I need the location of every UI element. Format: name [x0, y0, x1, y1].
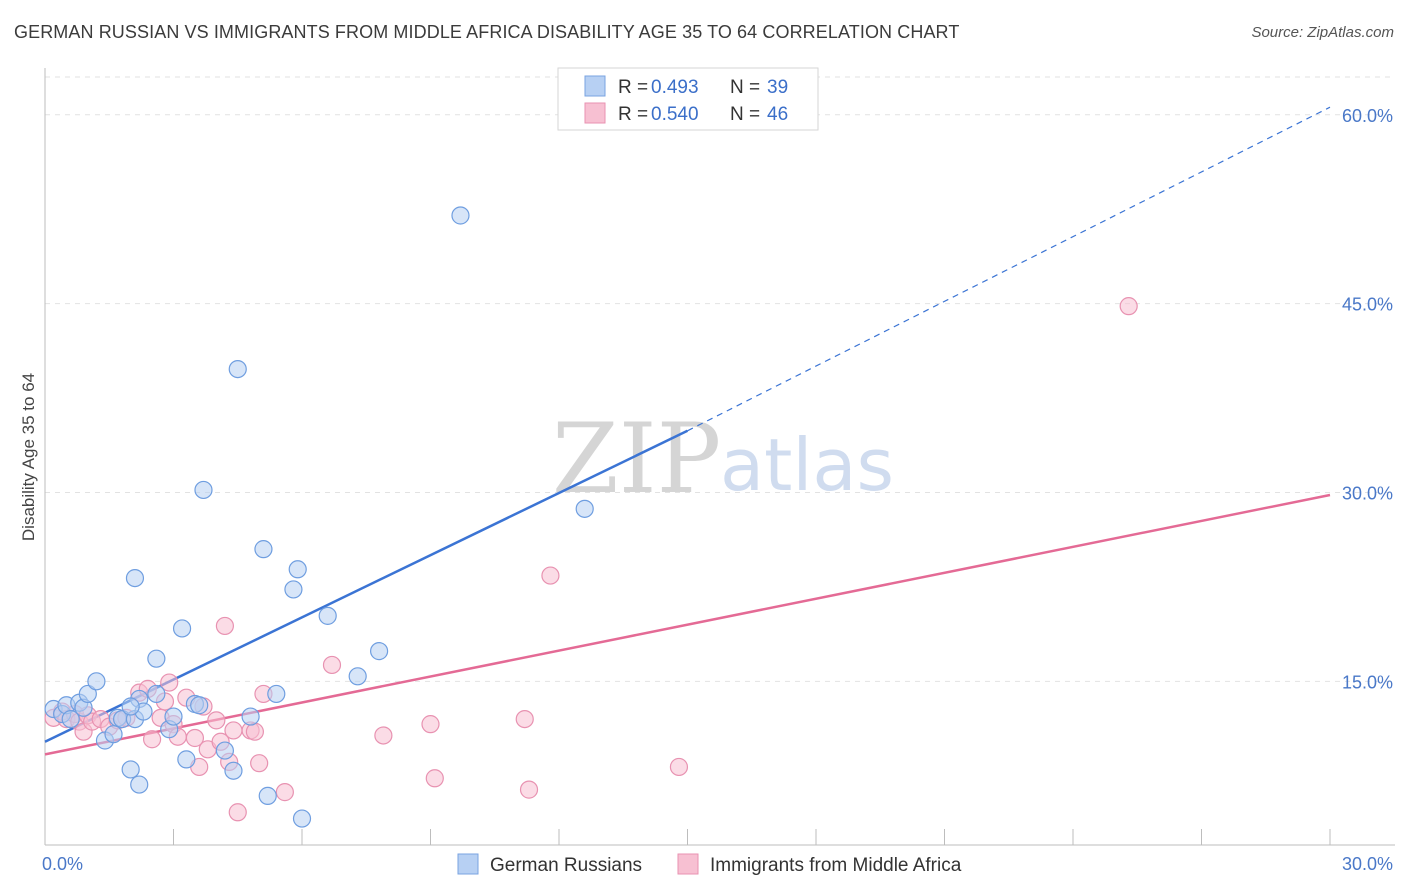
axes: 15.0% 30.0% 45.0% 60.0% 0.0% 30.0%: [42, 68, 1395, 874]
data-point-middle-africa: [224, 721, 243, 740]
x-tick-label: 0.0%: [42, 854, 83, 874]
legend-box: R = 0.493 N = 39 R = 0.540 N = 46: [557, 67, 819, 131]
chart-title: GERMAN RUSSIAN VS IMMIGRANTS FROM MIDDLE…: [14, 22, 960, 42]
data-point-german-russians: [241, 707, 260, 726]
data-point-german-russians: [172, 619, 192, 638]
data-point-german-russians: [190, 696, 209, 715]
legend-swatch-pink: [584, 102, 606, 124]
data-point-middle-africa: [142, 730, 162, 749]
data-point-german-russians: [318, 606, 337, 625]
data-point-german-russians: [370, 642, 389, 661]
y-tick-label: 30.0%: [1342, 483, 1393, 503]
y-tick-label: 15.0%: [1342, 672, 1393, 692]
data-point-german-russians: [224, 761, 243, 780]
data-point-middle-africa: [160, 673, 179, 692]
data-point-middle-africa: [541, 566, 560, 585]
data-point-middle-africa: [1119, 297, 1138, 316]
data-point-middle-africa: [519, 780, 539, 799]
data-point-german-russians: [292, 809, 312, 828]
legend-swatch-blue: [584, 75, 606, 97]
data-point-middle-africa: [185, 728, 205, 748]
data-point-middle-africa: [374, 726, 393, 745]
legend-r-value-pink: 0.540: [651, 104, 699, 125]
bottom-legend-swatch-blue: [457, 853, 479, 875]
data-point-german-russians: [104, 725, 123, 744]
data-point-middle-africa: [322, 655, 342, 675]
bottom-legend-label-pink: Immigrants from Middle Africa: [710, 855, 962, 876]
data-point-middle-africa: [250, 754, 269, 773]
data-point-german-russians: [125, 568, 145, 588]
bottom-legend: German Russians Immigrants from Middle A…: [457, 853, 962, 876]
data-point-german-russians: [78, 684, 97, 704]
data-point-middle-africa: [275, 783, 294, 802]
data-point-german-russians: [258, 786, 277, 805]
source-label: Source: ZipAtlas.com: [1251, 24, 1394, 41]
data-point-german-russians: [147, 684, 166, 704]
legend-r-label-pink: R =: [618, 104, 648, 125]
bottom-legend-swatch-pink: [677, 853, 699, 875]
data-point-german-russians: [121, 697, 140, 716]
watermark: ZIP atlas: [552, 403, 894, 515]
trend-line-pink: [44, 493, 1331, 756]
y-tick-label: 45.0%: [1342, 295, 1393, 315]
data-point-middle-africa: [245, 722, 264, 741]
data-point-german-russians: [215, 741, 234, 760]
legend-n-value-pink: 46: [767, 104, 788, 125]
trend-lines: [44, 106, 1331, 756]
grid: [45, 76, 1395, 682]
data-point-german-russians: [451, 206, 470, 225]
watermark-atlas: atlas: [720, 423, 894, 507]
data-point-german-russians: [284, 580, 303, 599]
legend-n-value-blue: 39: [767, 77, 788, 98]
data-point-german-russians: [254, 540, 273, 559]
data-point-german-russians: [130, 775, 149, 794]
legend-r-label-blue: R =: [618, 77, 648, 98]
data-point-german-russians: [575, 499, 594, 518]
y-tick-label: 60.0%: [1342, 106, 1393, 126]
data-point-middle-africa: [215, 616, 234, 636]
x-tick-label: 30.0%: [1342, 854, 1393, 874]
legend-r-value-blue: 0.493: [651, 77, 699, 98]
data-point-german-russians: [164, 707, 183, 726]
data-points: [44, 206, 1138, 828]
bottom-legend-label-blue: German Russians: [490, 855, 642, 876]
data-point-middle-africa: [421, 715, 440, 734]
data-point-german-russians: [228, 359, 247, 379]
data-point-middle-africa: [515, 709, 534, 729]
data-point-german-russians: [194, 480, 213, 500]
data-point-german-russians: [61, 709, 80, 729]
watermark-zip: ZIP: [552, 403, 721, 515]
data-point-german-russians: [121, 760, 140, 779]
trend-line-extrapolation: [687, 106, 1331, 432]
data-point-middle-africa: [425, 769, 444, 788]
data-point-middle-africa: [669, 757, 689, 777]
data-point-german-russians: [267, 684, 286, 704]
data-point-german-russians: [87, 672, 106, 691]
data-point-german-russians: [288, 560, 307, 579]
legend-n-label-pink: N =: [730, 104, 760, 125]
data-point-german-russians: [177, 750, 196, 769]
y-axis-label: Disability Age 35 to 64: [19, 373, 38, 541]
data-point-german-russians: [348, 667, 367, 686]
legend-n-label-blue: N =: [730, 77, 760, 98]
data-point-middle-africa: [228, 803, 247, 822]
data-point-german-russians: [147, 649, 166, 668]
data-point-middle-africa: [207, 711, 226, 730]
